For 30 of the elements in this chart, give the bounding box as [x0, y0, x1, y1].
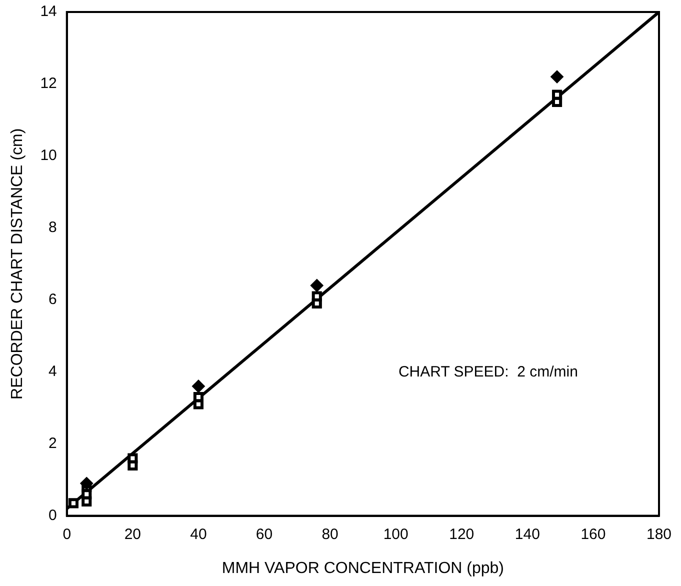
x-tick-label: 180 [646, 526, 672, 543]
x-tick-label: 160 [580, 526, 606, 543]
x-tick-label: 60 [256, 526, 273, 543]
annotation: CHART SPEED: 2 cm/min [398, 363, 578, 380]
x-tick-label: 80 [322, 526, 338, 543]
y-tick-label: 6 [48, 291, 57, 308]
x-axis-title: MMH VAPOR CONCENTRATION (ppb) [222, 560, 504, 577]
y-axis-title: RECORDER CHART DISTANCE (cm) [9, 128, 26, 400]
x-tick-label: 120 [449, 526, 474, 543]
x-tick-label: 100 [383, 526, 408, 543]
point [193, 392, 204, 402]
point [312, 291, 322, 302]
point [310, 278, 324, 292]
point [68, 498, 78, 508]
point [80, 476, 94, 490]
x-tick-label: 0 [62, 526, 72, 543]
point [550, 70, 564, 84]
y-tick-label: 2 [48, 434, 57, 452]
x-tick-label: 140 [514, 526, 540, 543]
y-tick-label: 8 [48, 219, 57, 236]
y-tick-label: 12 [40, 75, 57, 92]
x-tick-label: 40 [190, 526, 207, 543]
y-tick-label: 0 [48, 506, 57, 524]
point [128, 453, 138, 464]
point [192, 380, 205, 393]
y-tick-label: 10 [40, 147, 57, 164]
y-tick-label: 4 [48, 363, 57, 380]
point [552, 90, 562, 100]
y-tick-label: 14 [40, 3, 57, 20]
x-tick-label: 20 [124, 526, 142, 543]
